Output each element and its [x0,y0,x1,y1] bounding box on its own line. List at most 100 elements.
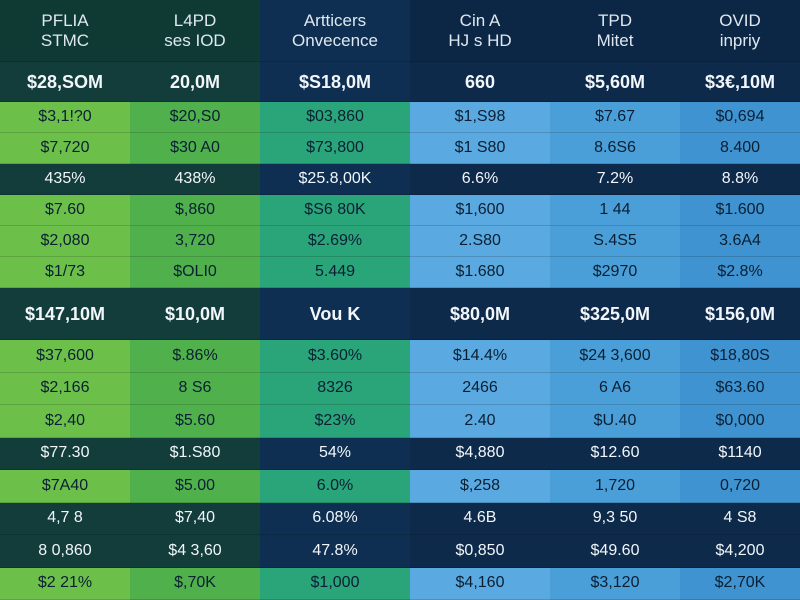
table-cell: 8.400 [680,133,800,164]
table-cell: $63.60 [680,372,800,405]
cell-text: inpriy [719,30,761,50]
cell-text: $23% [314,411,356,429]
cell-text: L4PD [173,10,217,30]
cell-text: $325,0M [579,303,651,324]
table-cell: 4 S8 [680,502,800,535]
table-cell: $1140 [680,437,800,470]
table-cell: $4,880 [410,437,550,470]
table-cell: $2970 [550,257,680,288]
table-cell: $325,0M [550,288,680,340]
cell-text: 6.0% [316,476,354,494]
cell-text: $4,200 [715,541,765,559]
table-cell: 1,720 [550,470,680,503]
cell-text: $0,694 [715,108,765,125]
cell-text: $77.30 [40,444,90,462]
table-cell: $12.60 [550,437,680,470]
table-cell: 54% [260,437,410,470]
table-cell: $7,40 [130,502,260,535]
table-cell: $,70K [130,567,260,600]
table-cell: $S6 80K [260,195,410,226]
table-cell: 6 A6 [550,372,680,405]
cell-text: $3,120 [590,574,640,592]
table-cell: 9,3 50 [550,502,680,535]
table-cell: $3,1!?0 [0,102,130,133]
cell-text: 3.6A4 [719,232,761,249]
table-cell: 7.2% [550,164,680,195]
table-cell: $5.60 [130,405,260,438]
cell-text: $37,600 [36,346,94,364]
cell-text: $30 A0 [170,139,220,156]
table-cell: $,860 [130,195,260,226]
cell-text: $0,850 [455,541,505,559]
table-cell: S.4S5 [550,226,680,257]
cell-text: $1,S98 [454,108,506,125]
cell-text: 2.40 [464,411,496,429]
cell-text: $S18,0M [298,71,372,92]
cell-text: $14.4% [452,346,508,364]
cell-text: Vou K [309,303,361,324]
cell-text: PFLIA [41,10,89,30]
cell-text: $S6 80K [304,201,366,218]
table-cell: $S18,0M [260,62,410,102]
cell-text: $18,80S [710,346,770,364]
cell-text: TPD [598,10,632,30]
column-header: L4PD ses IOD [130,0,260,62]
cell-text: 660 [464,71,496,92]
cell-text: $1/73 [44,263,86,280]
table-cell: $1,000 [260,567,410,600]
table-cell: 660 [410,62,550,102]
table-cell: $77.30 [0,437,130,470]
cell-text: 54% [318,444,352,462]
table-cell: $7A40 [0,470,130,503]
cell-text: $20,S0 [169,108,221,125]
table-cell: 8.8% [680,164,800,195]
table-cell: 1 44 [550,195,680,226]
cell-text: 1 44 [599,201,631,218]
cell-text: OVID [719,10,761,30]
table-cell: $3,120 [550,567,680,600]
cell-text: $1.S80 [169,444,221,462]
cell-text: $03,860 [306,108,364,125]
table-cell: $2.8% [680,257,800,288]
table-cell: 8 S6 [130,372,260,405]
cell-text: 8.6S6 [594,139,636,156]
cell-text: 8 0,860 [38,541,92,559]
table-cell: $37,600 [0,340,130,373]
table-cell: 2466 [410,372,550,405]
table-cell: 2.40 [410,405,550,438]
cell-text: $2,166 [40,379,90,397]
table-cell: $1.680 [410,257,550,288]
cell-text: 6.08% [312,509,358,527]
table-cell: $23% [260,405,410,438]
cell-text: $1,000 [310,574,360,592]
table-cell: 3.6A4 [680,226,800,257]
table-cell: $1,S98 [410,102,550,133]
table-cell: Vou K [260,288,410,340]
cell-text: 4,7 8 [47,509,83,527]
cell-text: $2,70K [714,574,766,592]
cell-text: $3,1!?0 [38,108,92,125]
table-cell: $7.60 [0,195,130,226]
table-cell: 4.6B [410,502,550,535]
table-cell: 0,720 [680,470,800,503]
table-cell: 6.08% [260,502,410,535]
table-cell: 8326 [260,372,410,405]
table-cell: $2 21% [0,567,130,600]
table-cell: $2,166 [0,372,130,405]
table-cell: 20,0M [130,62,260,102]
cell-text: 438% [174,170,216,187]
table-cell: $2,40 [0,405,130,438]
cell-text: Mitet [596,30,634,50]
table-cell: $14.4% [410,340,550,373]
table-cell: $0,000 [680,405,800,438]
cell-text: STMC [40,30,90,50]
table-cell: $1.600 [680,195,800,226]
cell-text: 8 S6 [178,379,212,397]
cell-text: $4 3,60 [168,541,222,559]
table-cell: $25.8,00K [260,164,410,195]
cell-text: $2,080 [40,232,90,249]
table-cell: $2.69% [260,226,410,257]
cell-text: $156,0M [704,303,776,324]
cell-text: 9,3 50 [592,509,638,527]
